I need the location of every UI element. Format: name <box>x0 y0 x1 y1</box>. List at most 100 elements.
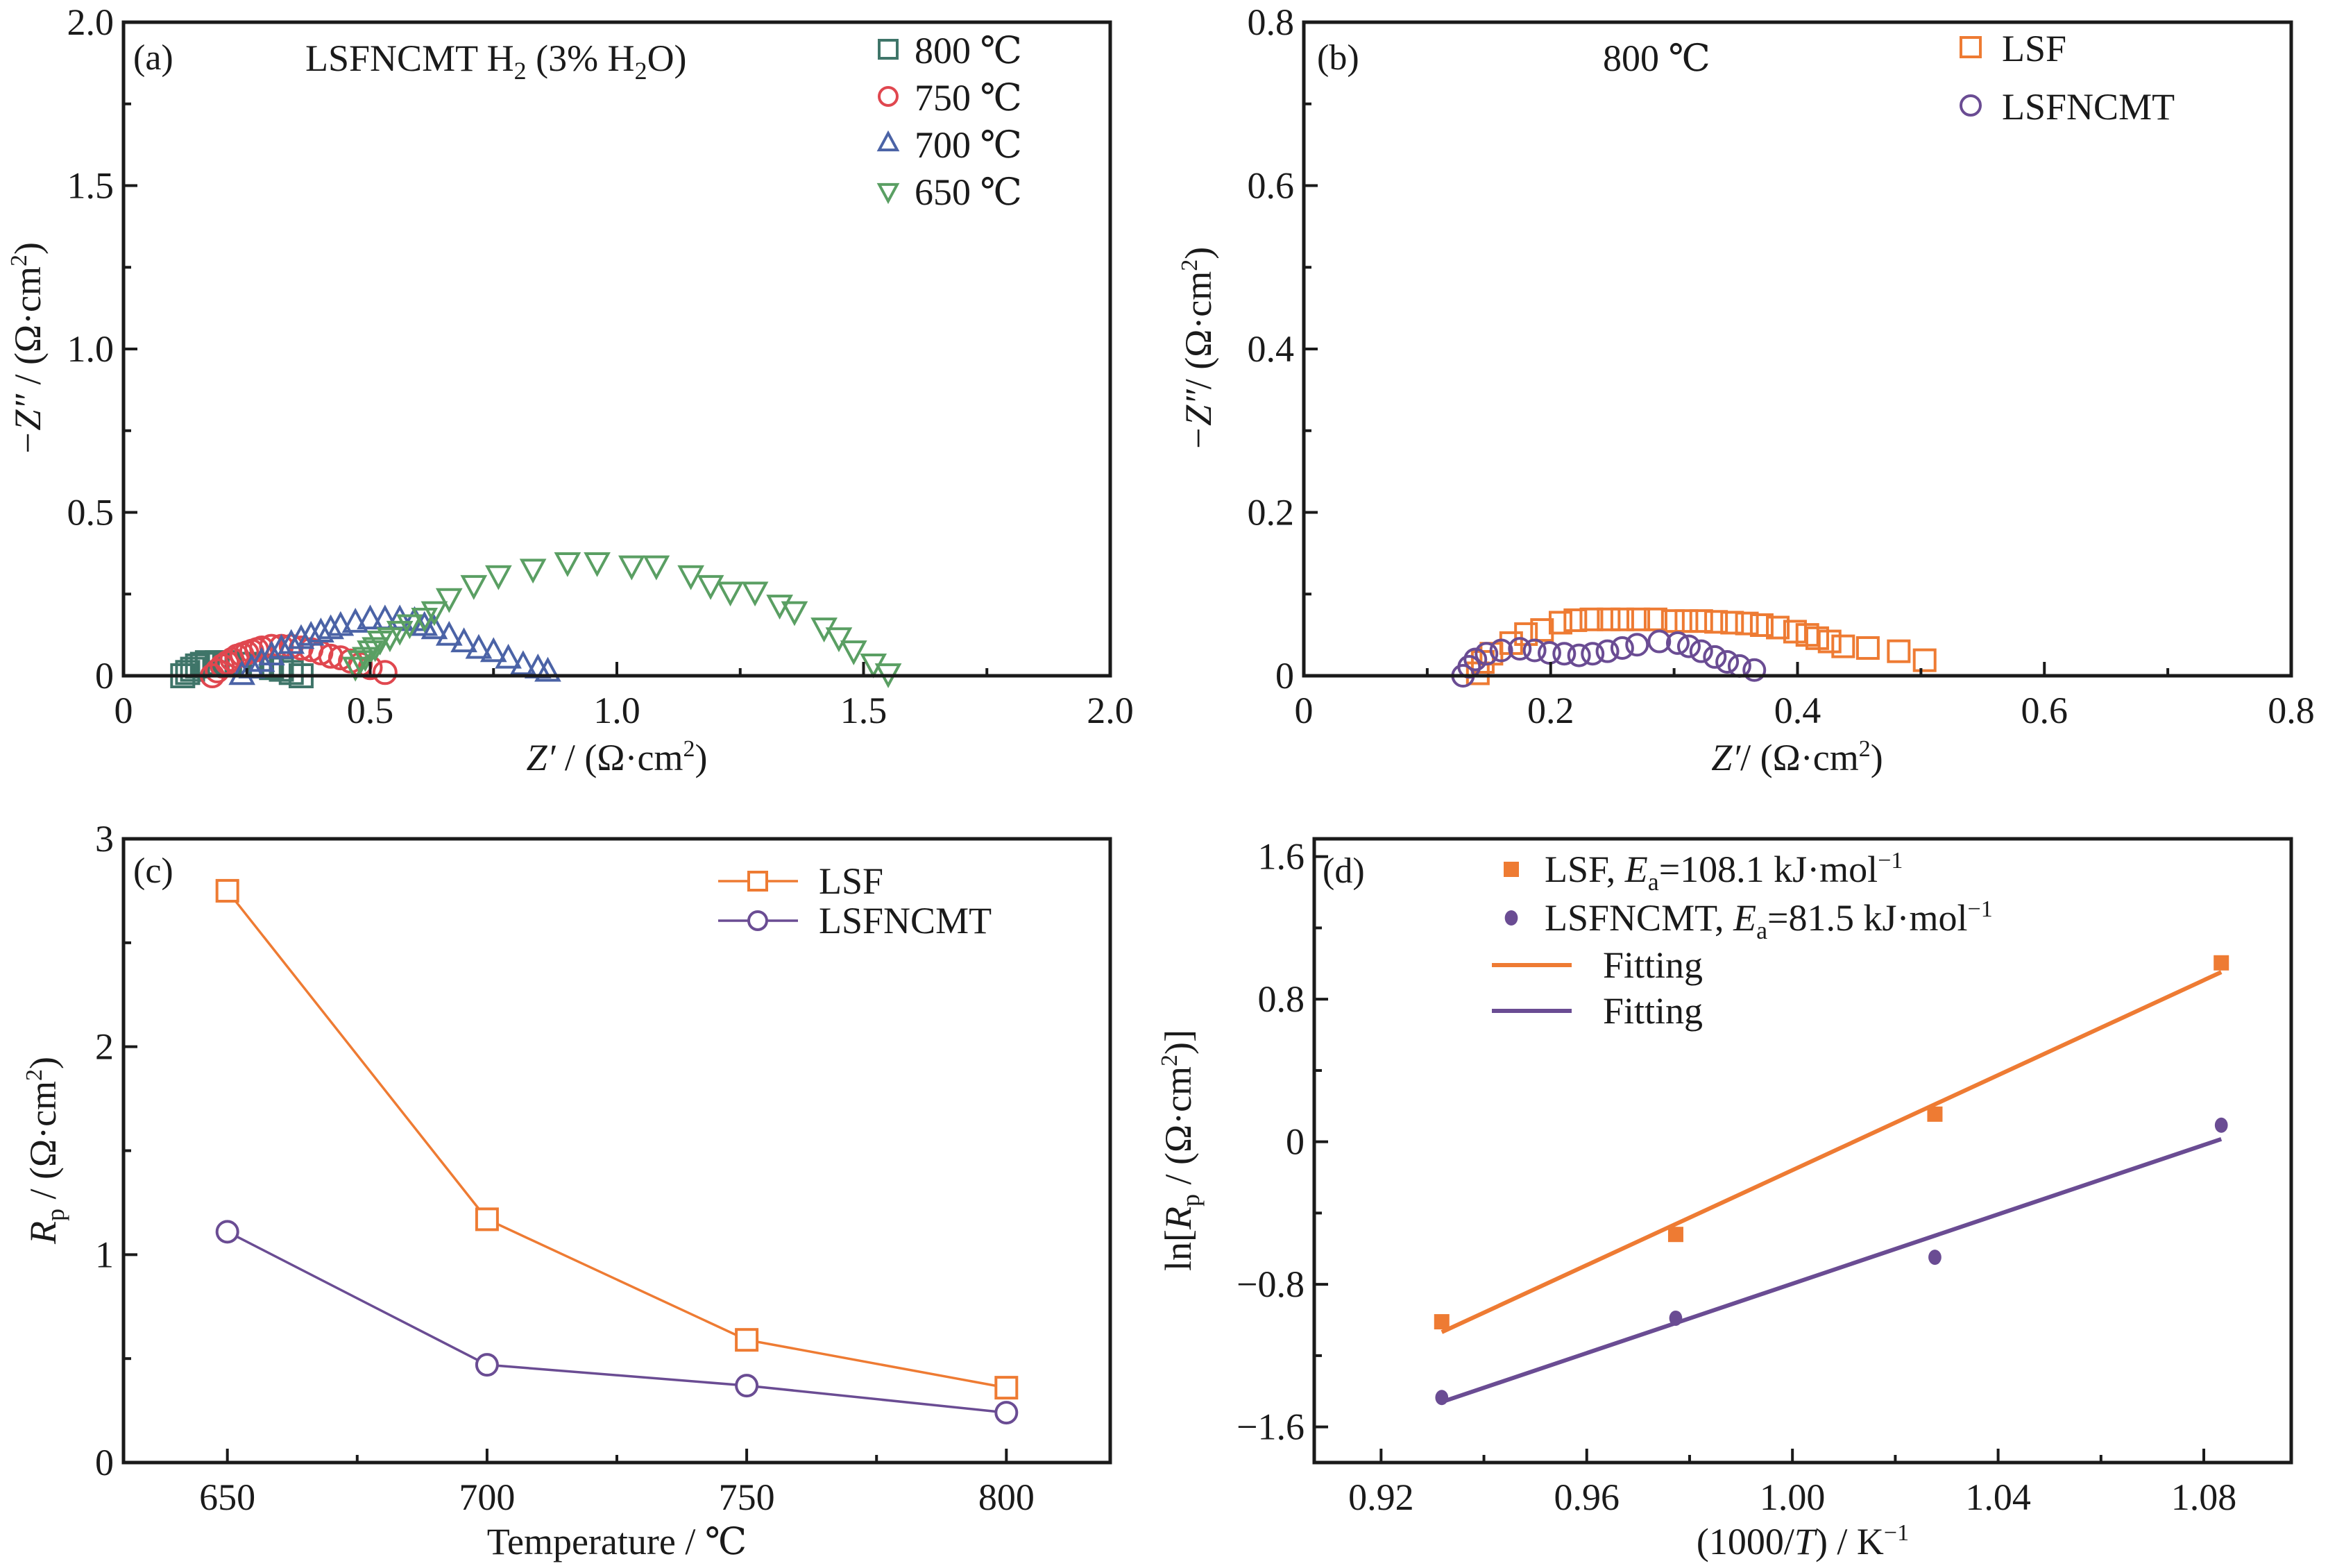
data-point <box>1434 1314 1450 1330</box>
series-650C <box>341 552 902 688</box>
y-tick-label: 0.6 <box>1248 165 1295 207</box>
legend-label: LSFNCMT <box>819 900 992 941</box>
data-point <box>372 660 398 685</box>
data-point <box>1579 607 1604 631</box>
ylabel-sup: 2 <box>1157 1055 1182 1066</box>
panel-a-ticks: 0 0.5 1.0 1.5 2.0 0 0.5 1.0 1.5 2.0 <box>67 1 1134 731</box>
data-point <box>1783 620 1807 644</box>
data-point <box>1887 639 1911 663</box>
data-point <box>554 552 581 577</box>
ylabel-unit: / (Ω·cm <box>1178 271 1219 390</box>
y-tick-label: 1.5 <box>67 165 114 207</box>
data-point <box>450 627 477 653</box>
panel-d-ylabel: ln[Rp / (Ω·cm2)] <box>1157 1030 1205 1271</box>
legend-label: LSF <box>819 860 883 902</box>
panel-b-data <box>1451 607 1937 688</box>
annotation-sub: 2 <box>514 57 527 85</box>
data-point <box>509 650 537 676</box>
data-point <box>741 581 769 607</box>
panel-c-ylabel: Rp / (Ω·cm2) <box>22 1057 69 1245</box>
legend-marker <box>747 910 768 931</box>
series-lsf <box>215 878 1019 1400</box>
panel-b-xlabel: Z′/ (Ω·cm2) <box>1711 736 1883 778</box>
data-point <box>1610 607 1634 631</box>
ylabel-unit: / (Ω·cm <box>7 266 49 394</box>
ylabel-symbol: −Z″ <box>1178 389 1219 451</box>
data-point <box>479 637 507 663</box>
panel-a-frame <box>121 20 1112 678</box>
data-point <box>485 565 512 590</box>
fit-line-lsfncmt <box>1441 1136 2223 1404</box>
x-tick-label: 0.4 <box>1774 690 1821 731</box>
data-point <box>1703 645 1727 669</box>
data-point <box>278 629 305 654</box>
ylabel-part: ln[ <box>1157 1229 1199 1271</box>
data-point <box>1927 1106 1943 1122</box>
data-point <box>475 1207 499 1232</box>
x-tick-label: 0.6 <box>2021 690 2068 731</box>
y-tick-label: 3 <box>95 818 114 860</box>
data-point <box>307 617 334 642</box>
series-line <box>226 889 1007 1389</box>
x-tick-label: 650 <box>199 1476 255 1518</box>
xlabel-paren: ) <box>695 737 707 778</box>
legend-label-part: a <box>1648 868 1659 896</box>
legend-label: 650 ℃ <box>915 171 1022 213</box>
legend-label: LSFNCMT, Ea=81.5 kJ·mol−1 <box>1545 896 1993 944</box>
legend-marker <box>878 39 899 60</box>
y-tick-label: 1 <box>95 1234 114 1275</box>
panel-a-data <box>170 552 902 688</box>
x-tick-label: 1.04 <box>1965 1476 2031 1518</box>
y-tick-label: 2.0 <box>67 1 114 43</box>
data-point <box>735 1374 759 1398</box>
legend-label: Fitting <box>1603 944 1703 986</box>
panel-b: 0 0.2 0.4 0.6 0.8 0 0.2 0.4 0.6 0.8 (b) 800 ℃ LSF… <box>1177 1 2315 778</box>
legend-label-part: LSFNCMT, <box>1545 897 1733 939</box>
data-point <box>1665 631 1690 655</box>
y-tick-label: 0 <box>95 655 114 697</box>
data-point <box>420 614 448 640</box>
data-point <box>1805 626 1829 650</box>
data-point <box>1581 642 1605 666</box>
y-tick-label: 2 <box>95 1026 114 1068</box>
data-point <box>519 559 547 584</box>
data-point <box>2214 955 2229 971</box>
annotation-sub: 2 <box>635 57 647 85</box>
data-point <box>268 633 295 659</box>
data-point <box>1720 611 1744 635</box>
x-tick-label: 750 <box>719 1476 775 1518</box>
data-point <box>1735 611 1759 636</box>
x-tick-label: 0 <box>114 690 133 731</box>
data-point <box>825 627 853 653</box>
data-point <box>1567 643 1591 667</box>
data-point <box>411 608 439 633</box>
data-point <box>1595 639 1620 663</box>
data-point <box>346 650 374 676</box>
data-point <box>465 633 493 659</box>
xlabel-sup: 2 <box>683 736 695 762</box>
data-point <box>1647 629 1672 654</box>
data-point <box>1552 642 1577 666</box>
series-lsf <box>1465 607 1937 685</box>
xlabel-symbol: Z′ <box>527 737 556 778</box>
data-point <box>248 647 275 672</box>
ylabel-sup: 2 <box>1177 259 1203 271</box>
ylabel-unit: / (Ω·cm <box>22 1081 64 1209</box>
y-tick-label: 0.5 <box>67 492 114 534</box>
xlabel-sup: −1 <box>1884 1520 1909 1546</box>
ylabel-paren: ) <box>7 242 49 255</box>
data-point <box>1522 638 1547 663</box>
data-point <box>460 574 488 600</box>
legend-marker <box>747 871 768 892</box>
data-point <box>643 555 670 581</box>
data-point <box>1831 634 1855 658</box>
fit-line-lsf <box>1441 970 2223 1334</box>
data-point <box>257 640 285 665</box>
data-point <box>1912 648 1937 672</box>
panel-c-data <box>215 878 1019 1425</box>
data-point <box>994 1376 1019 1400</box>
y-tick-label: 0.8 <box>1248 1 1295 43</box>
legend-label-part: E <box>1624 849 1648 890</box>
ylabel-sub: p <box>1177 1194 1205 1207</box>
ylabel-paren: )] <box>1157 1030 1199 1055</box>
